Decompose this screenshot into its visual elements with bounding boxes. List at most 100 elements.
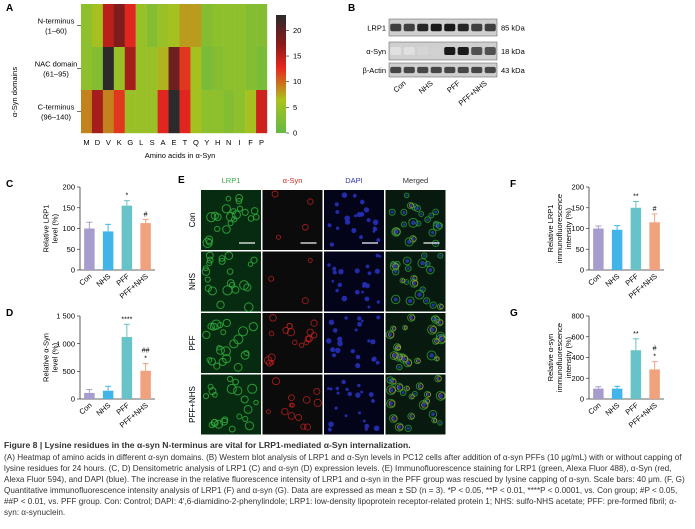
y-tick-label: 200 [571,374,584,383]
heatmap-cell [223,47,235,91]
significance-mark: # [653,346,657,353]
y-tick-label: 0 [71,395,75,404]
heatmap-cell [81,4,93,48]
heatmap-cell [234,4,246,48]
heatmap-cell [234,47,246,91]
heatmap-cell [124,4,136,48]
heatmap-cell [179,4,191,48]
significance-mark: ## [142,348,150,355]
x-tick-label: Con [586,272,602,288]
y-axis-label: immunofluorescence [555,194,564,263]
colorbar-tick-label: 10 [293,77,301,86]
y-tick-label: 600 [571,332,584,341]
heatmap-cell [102,90,115,134]
bar [84,228,95,270]
heatmap-cell [135,4,147,48]
y-tick-label: 0 [580,395,584,404]
bar [593,388,604,399]
heatmap-cell [81,90,93,134]
colorbar-tick-label: 0 [293,129,297,138]
heatmap-column-label: Y [204,138,209,147]
heatmap-column-label: F [248,138,253,147]
blot-protein-label: β-Actin [363,66,387,75]
blot-band [403,47,415,55]
blot-lane-label: Con [391,79,407,95]
heatmap-colorbar [276,15,286,133]
significance-mark: **** [121,316,132,323]
panel-b-western-blot: B LRP1 85 kDa α-Syn 18 kDa β-Actin 43 kDa Con N… [348,3,526,108]
heatmap-cell [124,90,136,134]
heatmap-column-label: T [183,138,188,147]
heatmap-cell [91,47,104,91]
panel-d-bar-chart: D 0 500 1 000 1 500 Relative α-Syn level (%) C… [6,308,155,430]
blot-band [444,23,456,32]
y-axis-label: intensity (%) [564,336,573,378]
blot-lane-label: PFF [445,78,462,94]
panel-label-c: C [6,179,13,190]
heatmap-column-label: Q [193,138,199,147]
panel-c-bar-chart: C 0 50 100 150 200 Relative LRP1 level (%) Con N… [6,179,155,301]
bar [593,228,604,270]
heatmap-cell [113,4,125,48]
y-axis-label: intensity (%) [564,207,573,249]
blot-size-label: 18 kDa [501,47,526,56]
y-tick-label: 100 [62,224,75,233]
significance-mark: * [126,193,129,200]
heatmap-x-axis-title: Amino acids in α-Syn [145,151,216,160]
blot-band [417,47,429,55]
y-axis-label: Relative LRP1 [546,205,555,253]
heatmap-row-label: NAC domain [35,60,78,69]
heatmap-cell [91,4,104,48]
heatmap-cell [179,47,191,91]
panel-g-bar-chart: G 0 200 400 600 800 Relative α-syn immunofluor… [510,308,664,430]
heatmap-column-label: A [161,138,166,147]
heatmap-cell [201,90,213,134]
heatmap-cell [146,90,158,134]
micrograph-tile [262,374,323,435]
y-axis-label: level (%) [51,342,60,372]
heatmap-cell [157,4,169,48]
heatmap-row-range: (96–140) [41,113,72,122]
heatmap-cell [201,4,213,48]
panel-label-e: E [178,175,185,186]
heatmap-cell [190,4,202,48]
micrograph-column-label: DAPI [345,176,363,185]
blot-band [390,23,402,32]
blot-band [403,23,415,32]
heatmap-cell [168,90,180,134]
heatmap-cell [102,47,115,91]
blot-size-label: 43 kDa [501,66,526,75]
bar [121,337,133,399]
heatmap-column-label: M [83,138,89,147]
heatmap-cell [146,47,158,91]
blot-band [390,66,402,74]
micrograph-column-label: Merged [403,176,428,185]
heatmap-cell [113,47,125,91]
blot-band [417,66,429,74]
y-tick-label: 0 [580,266,584,275]
heatmap-row-label: C-terminus [38,103,75,112]
heatmap-column-label: K [117,138,122,147]
heatmap-cell [146,4,158,48]
micrograph-column-label: LRP1 [222,176,241,185]
blot-band [457,47,469,55]
heatmap-cell [81,47,93,91]
blot-strip [388,18,498,37]
blot-band [390,47,402,55]
heatmap-cell [212,90,224,134]
y-tick-label: 150 [62,203,75,212]
panel-e-immunofluorescence: E LRP1 α-Syn DAPI Merged Con NHS PFF PFF+NHS [178,175,447,435]
x-tick-label: NHS [94,401,112,418]
x-tick-label: NHS [603,401,621,418]
heatmap-cell [190,90,202,134]
bar [102,390,114,399]
micrograph-tile [324,190,384,250]
blot-band [417,23,429,32]
heatmap-row-label: N-terminus [38,17,75,26]
bar [649,222,660,270]
blot-band [471,47,483,55]
micrograph-tile [324,374,384,435]
heatmap-cell [113,90,125,134]
heatmap-cell [256,4,268,48]
blot-band [444,47,456,55]
